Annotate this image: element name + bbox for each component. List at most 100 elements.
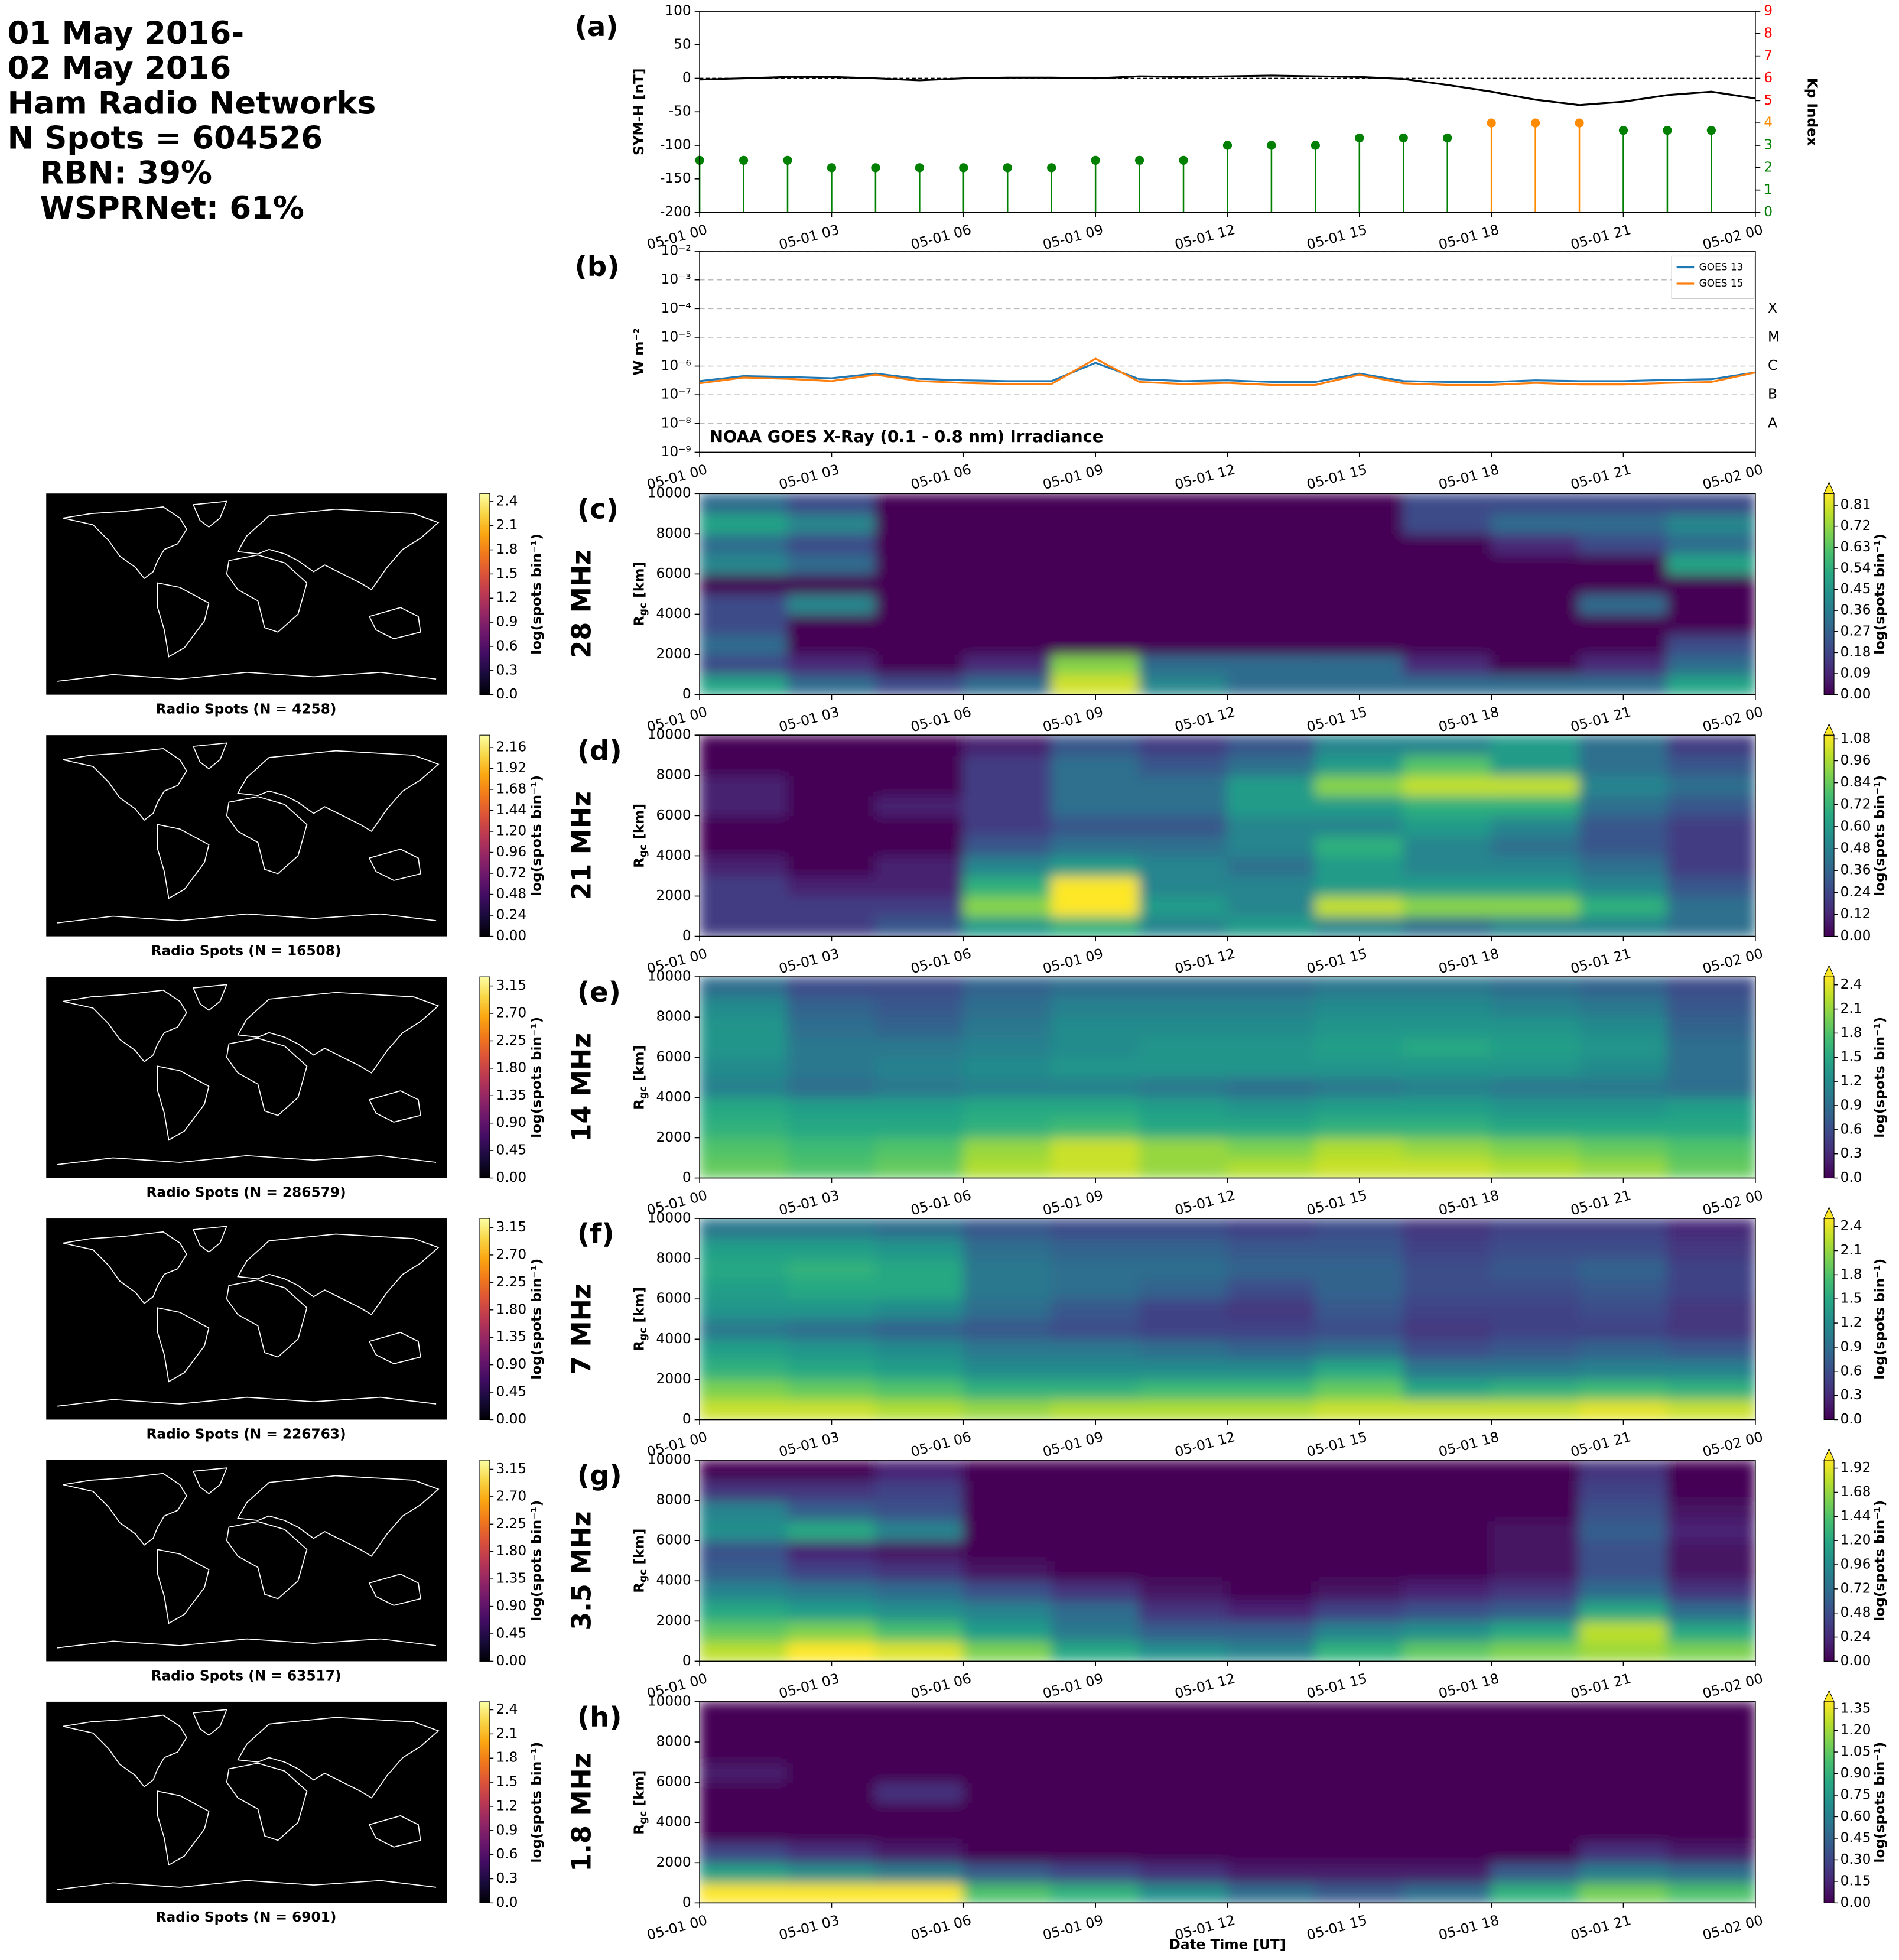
heatmap-cell xyxy=(1051,1721,1140,1743)
heatmap-cell xyxy=(1578,593,1668,615)
heatmap-cell xyxy=(786,1318,876,1340)
colorbar-tick-label: 1.2 xyxy=(1841,1315,1862,1331)
colorbar-tick-label: 0.72 xyxy=(1841,796,1871,812)
heatmap-cell xyxy=(1403,1338,1492,1360)
heatmap-cell xyxy=(1578,1016,1668,1038)
heatmap-cell xyxy=(962,1862,1052,1884)
y-label: Rgc [km] xyxy=(631,804,649,868)
heatmap-cell xyxy=(1666,815,1755,837)
heatmap-cell xyxy=(1315,1016,1404,1038)
y-tick-label: 2000 xyxy=(656,1613,691,1629)
y-label: Rgc [km] xyxy=(631,1770,649,1835)
heatmap-cell xyxy=(962,1479,1052,1501)
heatmap-cell xyxy=(962,1701,1052,1723)
header-line: 01 May 2016- xyxy=(8,15,245,51)
heatmap-cell xyxy=(1491,875,1581,897)
kp-marker xyxy=(1618,126,1628,135)
heatmap-cell xyxy=(1491,1802,1581,1824)
heatmap-cell xyxy=(1051,1782,1140,1803)
heatmap-cell xyxy=(1227,1721,1316,1743)
heatmap-cell xyxy=(1315,1560,1404,1582)
colorbar-tick-label: 1.8 xyxy=(496,541,518,557)
heatmap-cell xyxy=(1666,1077,1755,1098)
heatmap-cell xyxy=(962,996,1052,1018)
y-tick-label: 1 xyxy=(1764,181,1773,197)
heatmap-cell xyxy=(1578,795,1668,817)
heatmap-cell xyxy=(1227,1318,1316,1340)
colorbar-tick-label: 1.5 xyxy=(496,565,518,581)
colorbar xyxy=(1823,1460,1835,1662)
heatmap-cell xyxy=(1491,1117,1581,1139)
heatmap-cell xyxy=(1403,1882,1492,1903)
heatmap-cell xyxy=(1403,1258,1492,1280)
heatmap xyxy=(700,1701,1755,1903)
heatmap-cell xyxy=(786,1379,876,1400)
heatmap-cell xyxy=(1227,1500,1316,1522)
heatmap-cell xyxy=(1139,1399,1228,1420)
heatmap-cell xyxy=(1139,977,1228,998)
colorbar xyxy=(1823,493,1835,695)
kp-marker xyxy=(1311,141,1320,150)
heatmap-cell xyxy=(1051,654,1140,675)
heatmap-cell xyxy=(962,1782,1052,1803)
heatmap-cell xyxy=(1578,1620,1668,1642)
heatmap-cell xyxy=(1666,633,1755,655)
heatmap-cell xyxy=(1403,1560,1492,1582)
y-tick-label: 0 xyxy=(682,1169,691,1185)
heatmap-cell xyxy=(700,493,789,515)
heatmap-cell xyxy=(1139,613,1228,635)
heatmap-cell xyxy=(1315,1721,1404,1743)
colorbar-tick-label: 0.84 xyxy=(1841,774,1871,790)
heatmap-cell xyxy=(786,996,876,1018)
heatmap-cell xyxy=(1227,1600,1316,1622)
heatmap-cell xyxy=(786,1822,876,1844)
frequency-label: 21 MHz xyxy=(567,791,597,900)
heatmap-cell xyxy=(1666,1540,1755,1562)
colorbar xyxy=(479,493,490,695)
heatmap-cell xyxy=(1666,977,1755,998)
colorbar-tick-label: 1.8 xyxy=(496,1750,518,1766)
heatmap-cells xyxy=(700,977,1755,1178)
heatmap-cell xyxy=(1139,1782,1228,1803)
heatmap-cell xyxy=(1227,755,1316,776)
heatmap-cell xyxy=(1578,1782,1668,1803)
heatmap-cell xyxy=(786,1620,876,1642)
heatmap-cell xyxy=(1051,1016,1140,1038)
heatmap-cell xyxy=(786,1580,876,1602)
y-tick-label: 2000 xyxy=(656,888,691,903)
heatmap-cell xyxy=(874,1721,964,1743)
heatmap-cell xyxy=(962,1761,1052,1783)
heatmap-cell xyxy=(1666,996,1755,1018)
x-label: Date Time [UT] xyxy=(1169,1937,1286,1953)
colorbar-label: log(spots bin⁻¹) xyxy=(529,534,545,655)
colorbar-tick-label: 0.3 xyxy=(496,1870,518,1886)
kp-marker xyxy=(1663,126,1672,135)
y-tick-label: 4000 xyxy=(656,606,691,622)
heatmap-cell xyxy=(1491,1157,1581,1178)
heatmap-cell xyxy=(962,1097,1052,1119)
heatmap-cell xyxy=(874,1600,964,1622)
colorbar-tick-label: 2.70 xyxy=(496,1488,526,1504)
heatmap-cell xyxy=(700,1782,789,1803)
kp-marker xyxy=(871,163,880,173)
heatmap-cell xyxy=(786,755,876,776)
y-label-unit: [km] xyxy=(631,1045,647,1086)
heatmap-cell xyxy=(1491,1318,1581,1340)
heatmap-cell xyxy=(1578,855,1668,877)
heatmap-cell xyxy=(1139,1560,1228,1582)
colorbar-tick-label: 0.90 xyxy=(1841,1765,1871,1781)
heatmap-cell xyxy=(1491,513,1581,535)
heatmap-cell xyxy=(1227,1882,1316,1903)
heatmap-cell xyxy=(786,1560,876,1582)
heatmap-cell xyxy=(1491,1238,1581,1260)
heatmap-cell xyxy=(962,1399,1052,1420)
colorbar-label: log(spots bin⁻¹) xyxy=(529,1742,545,1863)
heatmap-cell xyxy=(1051,1278,1140,1300)
legend-label: GOES 13 xyxy=(1699,261,1744,273)
heatmap-cell xyxy=(874,996,964,1018)
heatmap-cell xyxy=(1227,735,1316,756)
panel-label: (g) xyxy=(577,1460,622,1491)
heatmap-cell xyxy=(1315,1238,1404,1260)
heatmap-cell xyxy=(1491,1761,1581,1783)
